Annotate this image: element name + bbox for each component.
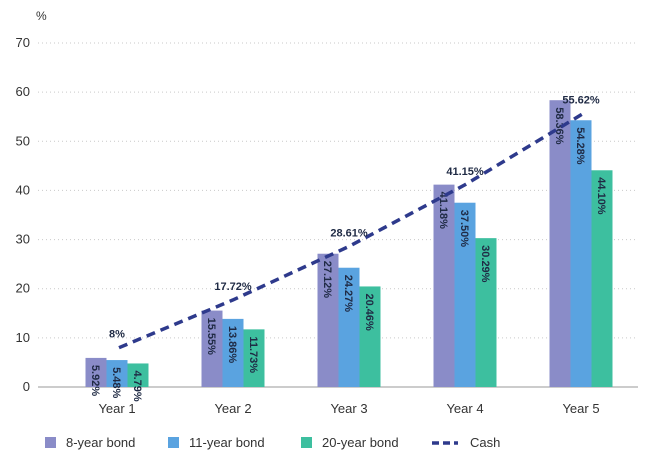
x-category-label: Year 3 — [330, 401, 367, 416]
cash-value-label: 41.15% — [446, 166, 484, 178]
bar-1-3 — [317, 253, 339, 387]
bar-value-label: 11.73% — [247, 336, 259, 373]
bar-2-4 — [454, 202, 476, 387]
bar-value-labels: 5.92% 15.55% 27.12% 41.18% 58.36% 5.48% 13.86%… — [89, 107, 607, 402]
bars — [85, 100, 613, 388]
x-category-label: Year 4 — [446, 401, 483, 416]
y-tick-label: 40 — [16, 182, 30, 197]
bar-3-3 — [359, 286, 381, 387]
x-category-label: Year 2 — [214, 401, 251, 416]
bar-value-label: 27.12% — [321, 261, 333, 299]
y-tick-label: 10 — [16, 330, 30, 345]
bar-3-1 — [127, 363, 149, 387]
bar-1-5 — [549, 100, 571, 388]
legend-label: 20-year bond — [322, 435, 399, 450]
cash-line-group: 8% 17.72% 28.61% 41.15% 55.62% — [109, 95, 600, 350]
legend-label: 8-year bond — [66, 435, 135, 450]
legend-swatch-3 — [301, 437, 312, 448]
cash-line — [118, 112, 584, 350]
cash-value-label: 28.61% — [330, 227, 368, 239]
y-axis-unit: % — [36, 9, 47, 23]
bar-value-label: 58.36% — [553, 107, 565, 145]
y-axis-ticks: 0 10 20 30 40 50 60 70 — [16, 35, 30, 394]
bar-3-4 — [475, 238, 497, 387]
y-tick-label: 70 — [16, 35, 30, 50]
x-axis-categories: Year 1 Year 2 Year 3 Year 4 Year 5 — [98, 401, 599, 416]
bar-value-label: 5.92% — [89, 365, 101, 396]
legend-label: 11-year bond — [189, 435, 265, 450]
bar-value-label: 30.29% — [479, 245, 491, 283]
x-category-label: Year 1 — [98, 401, 135, 416]
bar-value-label: 5.48% — [110, 367, 122, 398]
legend-label: Cash — [470, 435, 500, 450]
legend: 8-year bond 11-year bond 20-year bond Cash — [45, 435, 500, 450]
x-category-label: Year 5 — [562, 401, 599, 416]
bar-value-label: 24.27% — [342, 275, 354, 313]
bar-value-label: 20.46% — [363, 293, 375, 331]
cash-value-label: 17.72% — [214, 281, 252, 293]
y-tick-label: 30 — [16, 232, 30, 247]
legend-swatch-2 — [168, 437, 179, 448]
bar-3-5 — [591, 170, 613, 387]
bar-value-label: 37.50% — [458, 210, 470, 248]
y-tick-label: 60 — [16, 84, 30, 99]
bar-value-label: 44.10% — [595, 177, 607, 215]
y-tick-label: 20 — [16, 281, 30, 296]
bar-2-1 — [106, 360, 128, 387]
bar-value-label: 41.18% — [437, 192, 449, 230]
y-tick-label: 0 — [23, 379, 30, 394]
y-tick-label: 50 — [16, 133, 30, 148]
bar-1-4 — [433, 184, 455, 387]
bar-2-5 — [570, 120, 592, 388]
legend-swatch-1 — [45, 437, 56, 448]
bar-1-1 — [85, 357, 107, 387]
bar-value-label: 4.79% — [131, 370, 143, 401]
bar-value-label: 54.28% — [574, 127, 586, 165]
bar-2-2 — [222, 318, 244, 387]
cash-value-label: 55.62% — [562, 95, 600, 107]
bar-value-label: 15.55% — [205, 318, 217, 356]
bar-value-label: 13.86% — [226, 326, 238, 364]
bar-2-3 — [338, 267, 360, 387]
bar-1-2 — [201, 310, 223, 387]
bar-3-2 — [243, 329, 265, 387]
cash-value-label: 8% — [109, 329, 125, 341]
